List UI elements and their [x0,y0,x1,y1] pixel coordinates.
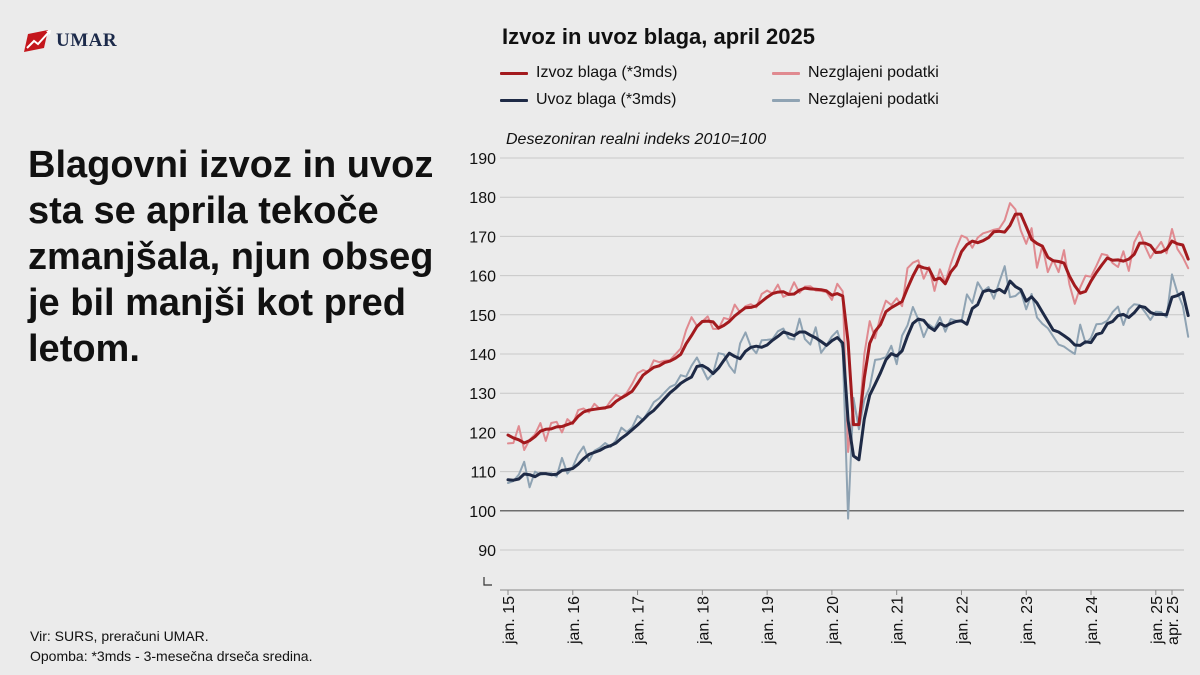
brand-name: UMAR [56,30,118,51]
x-tick-label: jan. 22 [954,596,971,645]
chart-title: Izvoz in uvoz blaga, april 2025 [502,24,815,49]
axis-break-icon [483,577,492,586]
x-tick-label: jan. 20 [825,596,842,645]
y-tick-label: 160 [469,269,496,286]
legend-item-import-smoothed: Uvoz blaga (*3mds) [500,91,677,109]
legend-swatch-import-smoothed [500,98,528,102]
umar-logo: UMAR [24,28,117,54]
x-tick-label: jan. 23 [1019,596,1036,645]
legend-label-import-raw: Nezglajeni podatki [808,91,939,108]
y-tick-label: 170 [469,229,496,246]
y-tick-label: 140 [469,347,496,364]
y-tick-label: 180 [469,190,496,207]
x-tick-label: jan. 17 [631,596,648,645]
method-note: Opomba: *3mds - 3-mesečna drseča sredina… [30,648,313,664]
series-import-smoothed [506,279,1190,482]
x-tick-label: jan. 21 [890,596,907,645]
x-tick-label: jan. 24 [1084,596,1101,645]
legend-swatch-export-smoothed [500,71,528,75]
umar-logo-icon [24,30,51,52]
x-tick-label: jan. 16 [566,596,583,645]
y-tick-label: 120 [469,425,496,442]
y-tick-label: 150 [469,308,496,325]
x-tick-label: jan. 25 [1149,596,1166,645]
y-tick-label: 90 [478,543,496,560]
legend-label-import-smoothed: Uvoz blaga (*3mds) [536,91,677,108]
x-tick-label: jan. 19 [760,596,777,645]
x-tick-label: apr. 25 [1165,596,1182,645]
legend-label-export-raw: Nezglajeni podatki [808,64,939,81]
series-export-smoothed [506,212,1190,445]
legend-item-import-raw: Nezglajeni podatki [772,91,939,109]
footnotes: Vir: SURS, preračuni UMAR. Opomba: *3mds… [30,626,312,666]
legend-swatch-import-raw [772,98,800,102]
source-note: Vir: SURS, preračuni UMAR. [30,628,209,644]
headline: Blagovni izvoz in uvoz sta se aprila tek… [28,144,434,370]
y-tick-label: 100 [469,504,496,521]
y-tick-label: 190 [469,151,496,168]
x-tick-label: jan. 18 [695,596,712,645]
chart-subtitle: Desezoniran realni indeks 2010=100 [506,131,767,148]
x-tick-label: jan. 15 [501,596,518,645]
series-import-raw [507,265,1190,520]
legend-item-export-raw: Nezglajeni podatki [772,64,939,82]
y-tick-label: 130 [469,386,496,403]
legend-swatch-export-raw [772,71,800,75]
legend-label-export-smoothed: Izvoz blaga (*3mds) [536,64,678,81]
legend-item-export-smoothed: Izvoz blaga (*3mds) [500,64,677,82]
y-tick-label: 110 [470,465,496,482]
